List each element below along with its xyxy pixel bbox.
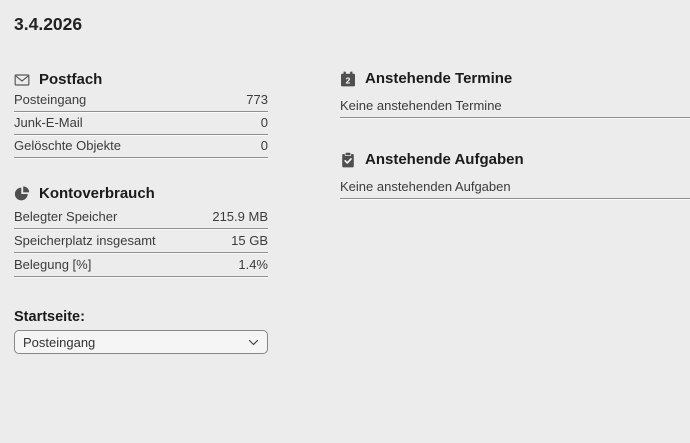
appointments-section-title: Anstehende Termine [365, 70, 513, 87]
envelope-icon [14, 72, 30, 88]
stat-value: 1.4% [238, 257, 268, 272]
folder-count: 0 [260, 138, 268, 153]
mailbox-rows: Posteingang 773 Junk-E-Mail 0 Gelöschte … [14, 89, 268, 158]
usage-row-total: Speicherplatz insgesamt 15 GB [14, 229, 268, 253]
clipboard-check-icon [340, 151, 356, 168]
usage-section-header: Kontoverbrauch [14, 185, 268, 202]
start-page-select[interactable]: Posteingang [14, 330, 268, 354]
mailbox-row-deleted[interactable]: Gelöschte Objekte 0 [14, 135, 268, 158]
pie-chart-icon [14, 185, 30, 202]
mailbox-section-header: Postfach [14, 71, 268, 88]
tasks-empty-state: Keine anstehenden Aufgaben [340, 176, 690, 199]
folder-link[interactable]: Junk-E-Mail [14, 115, 83, 130]
left-column: 3.4.2026 Postfach Posteingang 773 Junk-E… [14, 0, 268, 354]
svg-text:2: 2 [346, 75, 351, 85]
usage-row-percent: Belegung [%] 1.4% [14, 253, 268, 277]
appointments-section-header: 2 Anstehende Termine [340, 70, 690, 87]
start-page-select-wrap: Posteingang [14, 330, 268, 354]
folder-count: 773 [246, 92, 268, 107]
calendar-icon: 2 [340, 71, 356, 87]
folder-link[interactable]: Posteingang [14, 92, 87, 107]
stat-label: Belegung [%] [14, 257, 92, 272]
folder-link[interactable]: Gelöschte Objekte [14, 138, 121, 153]
usage-rows: Belegter Speicher 215.9 MB Speicherplatz… [14, 205, 268, 277]
mailbox-row-junk[interactable]: Junk-E-Mail 0 [14, 112, 268, 135]
appointments-empty-text: Keine anstehenden Termine [340, 98, 502, 113]
usage-section-title: Kontoverbrauch [39, 185, 155, 202]
tasks-section-title: Anstehende Aufgaben [365, 151, 524, 168]
stat-value: 15 GB [231, 233, 268, 248]
mailbox-row-inbox[interactable]: Posteingang 773 [14, 89, 268, 112]
folder-count: 0 [260, 115, 268, 130]
tasks-empty-text: Keine anstehenden Aufgaben [340, 179, 511, 194]
date-heading: 3.4.2026 [14, 14, 83, 34]
tasks-section-header: Anstehende Aufgaben [340, 151, 690, 168]
usage-row-used: Belegter Speicher 215.9 MB [14, 205, 268, 229]
start-page-label: Startseite: [14, 309, 85, 325]
right-column: 2 Anstehende Termine Keine anstehenden T… [340, 0, 690, 199]
appointments-empty-state: Keine anstehenden Termine [340, 95, 690, 118]
mailbox-section-title: Postfach [39, 71, 103, 88]
stat-label: Belegter Speicher [14, 209, 118, 224]
stat-value: 215.9 MB [212, 209, 268, 224]
stat-label: Speicherplatz insgesamt [14, 233, 156, 248]
